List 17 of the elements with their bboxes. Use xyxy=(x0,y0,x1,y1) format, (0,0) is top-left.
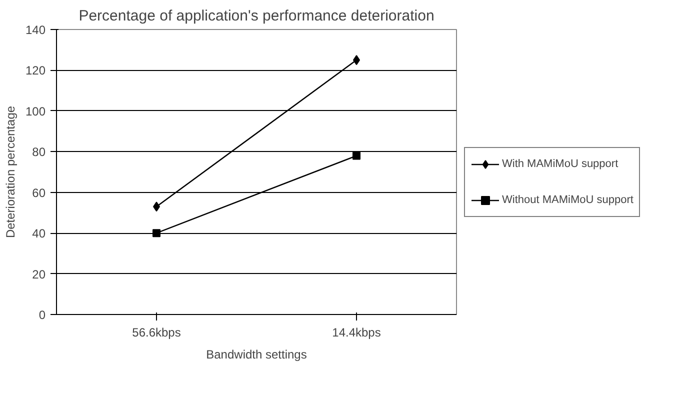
legend-label: Without MAMiMoU support xyxy=(502,194,634,206)
point xyxy=(152,229,160,238)
y-tick-label: 120 xyxy=(25,64,46,78)
point xyxy=(352,152,360,160)
x-tick-label: 14.4kbps xyxy=(332,326,381,340)
y-tick-label: 40 xyxy=(32,226,46,241)
y-tick-label: 80 xyxy=(32,145,46,160)
legend-label: With MAMiMoU support xyxy=(502,158,618,170)
x-tick-label: 56.6kbps xyxy=(132,326,181,340)
y-tick-label: 140 xyxy=(25,23,46,37)
y-axis-title: Deterioration percentage xyxy=(3,106,18,238)
chart-title: Percentage of application's performance deterioration xyxy=(78,8,434,24)
y-tick-label: 100 xyxy=(25,104,46,118)
y-tick-label: 0 xyxy=(38,308,46,322)
x-axis-title: Bandwidth settings xyxy=(206,348,307,362)
y-tick-label: 60 xyxy=(32,186,46,200)
y-tick-label: 20 xyxy=(32,267,46,282)
